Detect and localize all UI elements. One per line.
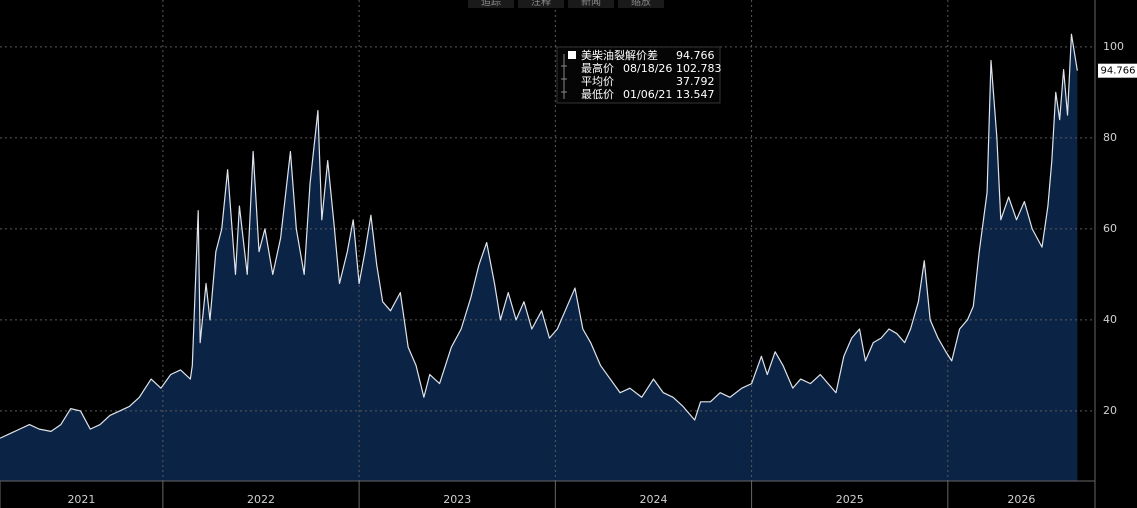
toolbar-label[interactable]: 新闻 <box>581 0 601 8</box>
legend-series-name: 美柴油裂解价差 <box>581 48 658 62</box>
legend-stat-date: 08/18/26 <box>623 62 672 75</box>
legend-stat-date: 01/06/21 <box>623 88 672 101</box>
last-value-label: 94.766 <box>1101 66 1136 77</box>
legend-box <box>556 46 721 104</box>
toolbar-label[interactable]: 注释 <box>531 0 551 8</box>
legend-stat-value: 13.547 <box>676 88 715 101</box>
legend-stat-label: 最低价 <box>581 88 614 101</box>
legend-stat-value: 102.783 <box>676 62 722 75</box>
y-tick-label: 100 <box>1103 40 1124 53</box>
toolbar-button[interactable] <box>568 0 614 8</box>
legend-tree <box>561 54 567 99</box>
x-tick-label: 2022 <box>247 493 275 506</box>
toolbar-button[interactable] <box>618 0 664 8</box>
x-tick-label: 2023 <box>443 493 471 506</box>
x-tick-label: 2026 <box>1007 493 1035 506</box>
x-tick-label: 2021 <box>67 493 95 506</box>
x-tick-label: 2025 <box>836 493 864 506</box>
y-tick-label: 40 <box>1103 313 1117 326</box>
legend-last-value: 94.766 <box>676 49 715 62</box>
y-tick-label: 60 <box>1103 222 1117 235</box>
last-value-tag <box>1098 63 1137 78</box>
y-tick-label: 20 <box>1103 404 1117 417</box>
toolbar-label[interactable]: 追踪 <box>481 0 501 8</box>
toolbar-label[interactable]: 缩放 <box>631 0 651 8</box>
area <box>0 34 1078 482</box>
x-axis-band <box>0 481 1095 508</box>
x-tick-label: 2024 <box>639 493 667 506</box>
line <box>0 33 1078 439</box>
toolbar: 追踪 注释 新闻 缩放 <box>468 0 664 8</box>
legend-stat-value: 37.792 <box>676 75 715 88</box>
legend-swatch <box>568 51 576 59</box>
toolbar-button[interactable] <box>518 0 564 8</box>
legend-stat-label: 平均价 <box>581 75 614 88</box>
y-tick-label: 80 <box>1103 131 1117 144</box>
toolbar-button[interactable] <box>468 0 514 8</box>
legend: 美柴油裂解价差 94.766 最高价 08/18/26 102.783 平均价 … <box>556 46 722 104</box>
legend-stat-label: 最高价 <box>581 61 614 75</box>
